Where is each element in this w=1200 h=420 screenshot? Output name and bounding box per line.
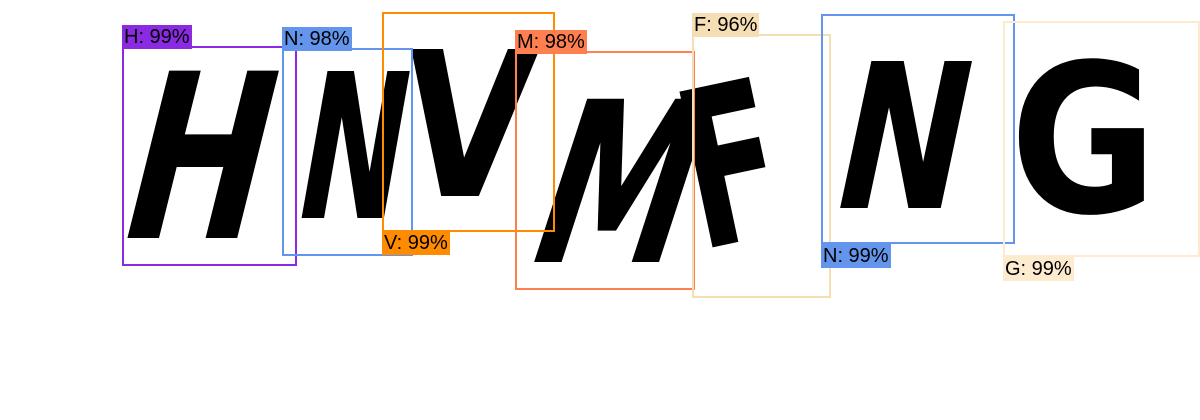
detection-box-m xyxy=(515,51,695,290)
detection-box-h xyxy=(122,46,297,266)
detection-box-g xyxy=(1003,21,1200,257)
detection-label-v: V: 99% xyxy=(382,231,450,255)
detection-box-v xyxy=(382,12,555,232)
detection-label-n-2: N: 99% xyxy=(821,244,891,268)
detection-label-g: G: 99% xyxy=(1003,257,1074,281)
captcha-glyph-g: G xyxy=(1010,19,1157,261)
detection-box-f xyxy=(692,34,831,298)
detection-label-m: M: 98% xyxy=(515,30,587,54)
detection-label-f: F: 96% xyxy=(692,13,760,37)
detection-label-n-1: N: 98% xyxy=(282,27,352,51)
detection-label-h: H: 99% xyxy=(122,25,192,49)
detection-box-n-2 xyxy=(821,14,1015,244)
